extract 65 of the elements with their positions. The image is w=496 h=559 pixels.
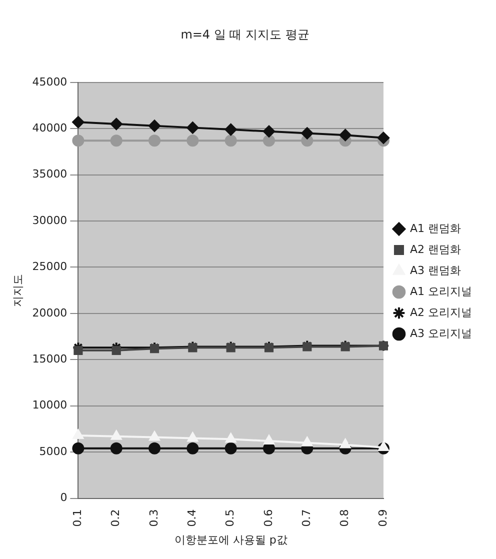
point: [148, 442, 161, 454]
point: [110, 442, 122, 454]
point: [226, 433, 236, 443]
y-axis-title: 지지도: [11, 274, 24, 307]
point: [72, 429, 84, 439]
y-tick-label: 0: [60, 491, 68, 504]
point: [224, 442, 237, 454]
point: [72, 134, 84, 147]
y-tick-label: 35000: [32, 168, 68, 181]
point: [226, 343, 236, 352]
point: [74, 346, 83, 355]
x-tick-label: 0.4: [186, 509, 199, 527]
point: [150, 344, 160, 354]
legend-label: A1 오리지널: [410, 284, 472, 298]
point: [301, 127, 314, 140]
point: [186, 122, 199, 134]
point: [149, 431, 160, 441]
point: [186, 134, 199, 147]
point: [262, 134, 275, 147]
x-tick-label: 0.3: [147, 509, 160, 527]
point: [340, 342, 350, 352]
x-tick-label: 0.8: [338, 509, 352, 527]
point: [377, 132, 390, 144]
y-tick-label: 15000: [32, 352, 68, 366]
point: [112, 346, 121, 355]
y-tick-label: 5000: [39, 444, 68, 458]
point: [186, 442, 199, 454]
point: [264, 435, 274, 445]
point: [188, 343, 198, 352]
y-tick-label: 25000: [32, 260, 68, 274]
point: [148, 134, 161, 147]
point: [111, 430, 122, 440]
point: [72, 442, 84, 454]
x-tick-label: 0.9: [376, 509, 390, 527]
x-tick-label: 0.2: [109, 509, 122, 527]
x-tick-label: 0.1: [71, 509, 84, 527]
point: [110, 118, 122, 130]
legend-label: A3 랜덤화: [410, 264, 462, 277]
y-tick-label: 40000: [32, 121, 68, 134]
point: [378, 441, 389, 451]
legend-label: A2 랜덤화: [410, 242, 462, 256]
point: [224, 124, 237, 136]
y-tick-label: 10000: [32, 398, 68, 412]
point: [224, 134, 237, 147]
point: [302, 436, 312, 446]
point: [340, 438, 351, 448]
y-tick-label: 30000: [32, 214, 68, 227]
point: [148, 120, 161, 132]
point: [302, 342, 312, 352]
x-axis-title: 이항분포에 사용될 p값: [174, 533, 288, 546]
point: [262, 125, 275, 138]
point: [264, 343, 274, 352]
point: [339, 129, 352, 142]
x-tick-label: 0.6: [262, 509, 275, 527]
point: [72, 116, 84, 128]
x-tick-label: 0.5: [224, 509, 237, 527]
legend-label: A1 랜덤화: [410, 222, 462, 235]
legend-label: A2 오리지널: [410, 306, 472, 319]
legend-label: A3 오리지널: [410, 326, 472, 340]
x-tick-label: 0.7: [300, 509, 314, 527]
y-tick-label: 20000: [32, 306, 68, 320]
point: [110, 134, 122, 147]
chart-title: m=4 일 때 지지도 평균: [180, 27, 310, 42]
point: [187, 432, 198, 442]
y-tick-label: 45000: [32, 75, 68, 88]
